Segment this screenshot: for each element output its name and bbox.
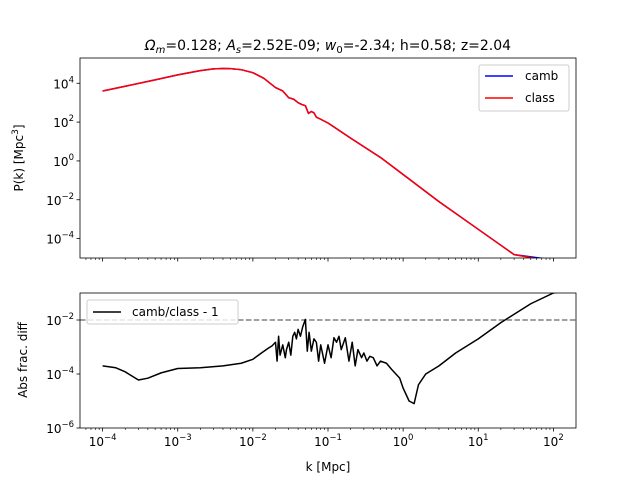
- title-as-value: =2.52E-09;: [241, 38, 325, 54]
- title-w-subscript: 0: [336, 45, 342, 56]
- title-w-value: =-2.34; h=0.58; z=2.04: [343, 38, 511, 54]
- x-tick-label: 100: [393, 433, 414, 449]
- power-spectrum-lines: [102, 67, 546, 258]
- fractional-difference-panel: 10−4 10−3 10−2 10−1 100 101 102 10−2 10−4 10−6 k…: [16, 292, 577, 474]
- x-tick-label: 101: [468, 433, 489, 449]
- y-tick-label: 10−2: [46, 192, 74, 208]
- y-tick-label: 10−4: [46, 366, 74, 382]
- x-tick-label: 10−3: [164, 433, 192, 449]
- y-tick-label: 104: [53, 75, 74, 91]
- ylabel-main-text: P(k) [Mpc: [12, 135, 26, 192]
- ylabel-superscript: 3: [11, 129, 21, 135]
- series-line-camb-class-1: [102, 293, 559, 405]
- x-tick-label: 102: [543, 433, 564, 449]
- fractional-difference-legend: camb/class - 1: [86, 299, 239, 325]
- fractional-difference-y-ticks: 10−2 10−4 10−6: [46, 312, 80, 436]
- power-spectrum-x-ticks: [85, 258, 554, 262]
- y-tick-label: 100: [53, 153, 74, 169]
- y-tick-label: 10−2: [46, 312, 74, 328]
- chart-title: Ωm=0.128; As=2.52E-09; w0=-2.34; h=0.58;…: [144, 38, 511, 56]
- fractional-difference-lines: [102, 293, 559, 405]
- title-as-symbol: A: [225, 38, 236, 54]
- x-tick-label: 10−4: [89, 433, 117, 449]
- ylabel-end-text: ]: [12, 124, 26, 129]
- x-tick-label: 10−2: [239, 433, 267, 449]
- title-omega-symbol: Ω: [144, 38, 156, 54]
- title-omega-value: =0.128;: [165, 38, 226, 54]
- power-spectrum-panel: 104 102 100 10−2 10−4 P(k) [Mpc3] camb class: [11, 57, 577, 262]
- fractional-difference-x-ticks: 10−4 10−3 10−2 10−1 100 101 102: [85, 428, 564, 449]
- power-spectrum-legend: camb class: [478, 64, 570, 112]
- y-tick-label: 10−4: [46, 231, 74, 247]
- title-w-symbol: w: [325, 38, 337, 54]
- x-tick-label: 10−1: [314, 433, 342, 449]
- legend-label-camb: camb: [525, 69, 558, 83]
- title-as-subscript: s: [236, 45, 241, 56]
- fractional-difference-x-axis-label: k [Mpc]: [306, 460, 351, 474]
- legend-label-class: class: [525, 91, 555, 105]
- power-spectrum-y-axis-label: P(k) [Mpc3]: [11, 124, 26, 191]
- y-tick-label: 10−6: [46, 420, 74, 436]
- series-line-class: [102, 67, 538, 258]
- fractional-difference-y-axis-label: Abs frac. diff: [16, 321, 30, 398]
- y-tick-label: 102: [53, 114, 74, 130]
- legend-box-bottom: [86, 299, 239, 325]
- legend-label-ratio: camb/class - 1: [132, 305, 219, 319]
- power-spectrum-y-ticks: 104 102 100 10−2 10−4: [46, 75, 80, 247]
- title-omega-subscript: m: [156, 45, 166, 56]
